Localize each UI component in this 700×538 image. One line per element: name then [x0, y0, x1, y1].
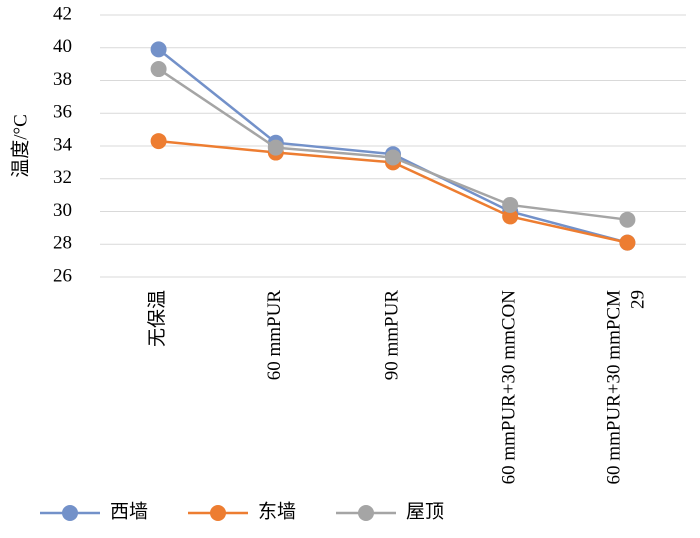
y-tick-label: 32: [53, 167, 72, 188]
legend-marker: [210, 505, 226, 521]
x-tick-label: 60 mmPUR+30 mmCON: [499, 290, 520, 485]
x-tick-label: 无保温: [146, 290, 168, 347]
data-point: [150, 61, 167, 78]
data-point: [502, 196, 519, 213]
legend-marker: [358, 505, 374, 521]
y-tick-label: 30: [53, 200, 72, 221]
data-point: [150, 133, 167, 150]
data-point: [150, 41, 167, 58]
data-point: [385, 149, 401, 166]
y-axis-label: 温度/°C: [9, 114, 31, 178]
y-tick-label: 26: [53, 265, 72, 286]
data-point: [502, 208, 519, 225]
legend-marker: [62, 505, 78, 521]
x-tick-label-line: 29: [628, 290, 649, 309]
y-tick-label: 28: [53, 233, 72, 254]
y-tick-label: 40: [53, 36, 72, 57]
x-tick-label: 60 mmPUR: [264, 290, 285, 381]
x-tick-label: 60 mmPUR+30 mmPCM 29: [604, 290, 649, 485]
data-point: [267, 139, 284, 156]
y-tick-label: 38: [53, 69, 72, 90]
legend-label: 东墙: [258, 500, 296, 522]
y-tick-label: 36: [53, 102, 72, 123]
legend-label: 屋顶: [406, 501, 444, 522]
data-point: [619, 211, 636, 228]
data-point: [619, 234, 636, 251]
y-tick-label: 42: [53, 3, 72, 24]
y-tick-label: 34: [53, 134, 73, 155]
legend-label: 西墙: [110, 500, 148, 522]
x-tick-label-line: 60 mmPUR+30 mmPCM: [604, 290, 625, 485]
series-line: [157, 67, 628, 221]
x-tick-label: 90 mmPUR: [381, 290, 402, 381]
